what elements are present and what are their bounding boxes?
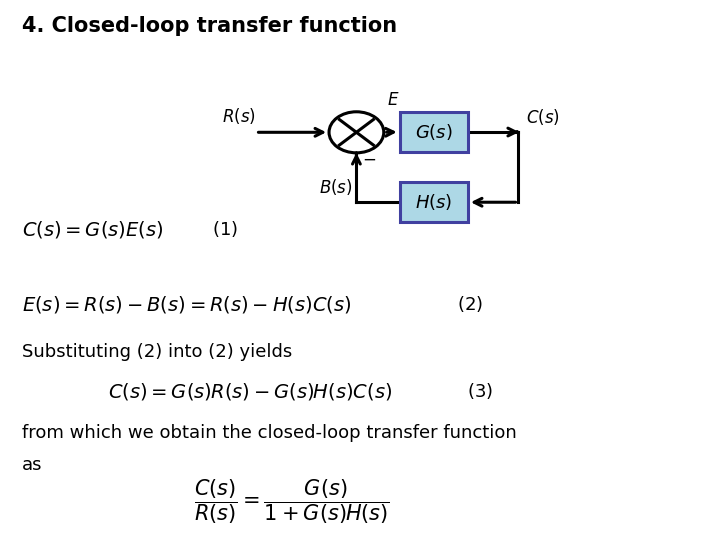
Text: $(3)$: $(3)$ xyxy=(467,381,492,401)
Text: $E$: $E$ xyxy=(387,91,400,109)
Text: $\dfrac{C(s)}{R(s)} = \dfrac{G(s)}{1 + G(s)H(s)}$: $\dfrac{C(s)}{R(s)} = \dfrac{G(s)}{1 + G… xyxy=(194,478,390,526)
Text: $H(s)$: $H(s)$ xyxy=(415,192,452,212)
Text: as: as xyxy=(22,456,42,474)
Text: $C(s) = G(s)E(s)$: $C(s) = G(s)E(s)$ xyxy=(22,219,163,240)
FancyBboxPatch shape xyxy=(400,182,468,222)
Text: $(2)$: $(2)$ xyxy=(457,294,483,314)
Text: $R(s)$: $R(s)$ xyxy=(222,106,256,126)
Text: from which we obtain the closed-loop transfer function: from which we obtain the closed-loop tra… xyxy=(22,424,516,442)
Text: 4. Closed-loop transfer function: 4. Closed-loop transfer function xyxy=(22,16,397,36)
Text: $-$: $-$ xyxy=(362,150,377,168)
Text: $E(s) = R(s) - B(s) = R(s) - H(s)C(s)$: $E(s) = R(s) - B(s) = R(s) - H(s)C(s)$ xyxy=(22,294,351,315)
Text: Substituting (2) into (2) yields: Substituting (2) into (2) yields xyxy=(22,343,292,361)
Text: $C(s)$: $C(s)$ xyxy=(526,106,559,126)
Text: $B(s)$: $B(s)$ xyxy=(319,177,353,197)
Text: $(1)$: $(1)$ xyxy=(212,219,238,239)
Text: $G(s)$: $G(s)$ xyxy=(415,122,453,142)
FancyBboxPatch shape xyxy=(400,112,468,152)
Text: $C(s) = G(s)R(s) - G(s)H(s)C(s)$: $C(s) = G(s)R(s) - G(s)H(s)C(s)$ xyxy=(108,381,392,402)
